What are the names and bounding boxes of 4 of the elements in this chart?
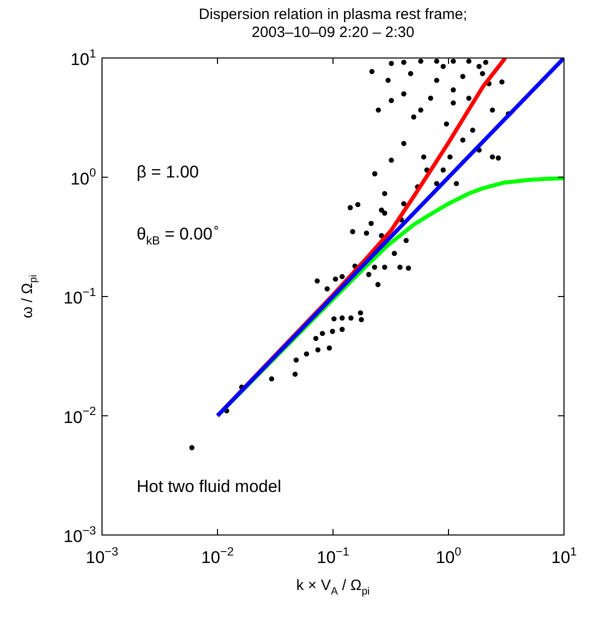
y-axis-title: ω / Ωpi [19,274,40,318]
chart-title: Dispersion relation in plasma rest frame; 2003–10–09 2:20 – 2:30 [198,6,468,41]
annotation: Hot two fluid model [136,477,282,496]
annotation: β = 1.00 [136,162,199,182]
